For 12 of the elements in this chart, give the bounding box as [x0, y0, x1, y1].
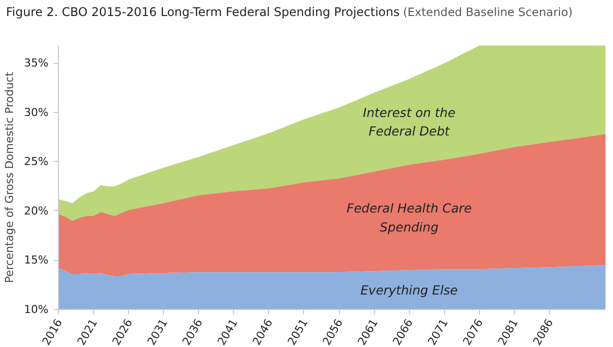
series-label: Interest on the Federal Debt: [362, 104, 456, 139]
y-tick-label: 15%: [24, 254, 49, 267]
y-tick-label: 35%: [24, 56, 49, 70]
chart-subtitle: (Extended Baseline Scenario): [402, 5, 573, 19]
y-tick-label: 20%: [24, 204, 49, 218]
series-label: Federal Health Care Spending: [346, 200, 472, 234]
y-tick-label: 25%: [24, 155, 49, 168]
series-label: Everything Else: [360, 282, 458, 298]
y-tick-label: 30%: [24, 106, 49, 119]
chart-title: Figure 2. CBO 2015-2016 Long-Term Federal Spending Projections: [6, 5, 400, 19]
y-tick-label: 10%: [24, 303, 49, 316]
y-axis-title: Percentage of Gross Domestic Product: [3, 71, 16, 284]
